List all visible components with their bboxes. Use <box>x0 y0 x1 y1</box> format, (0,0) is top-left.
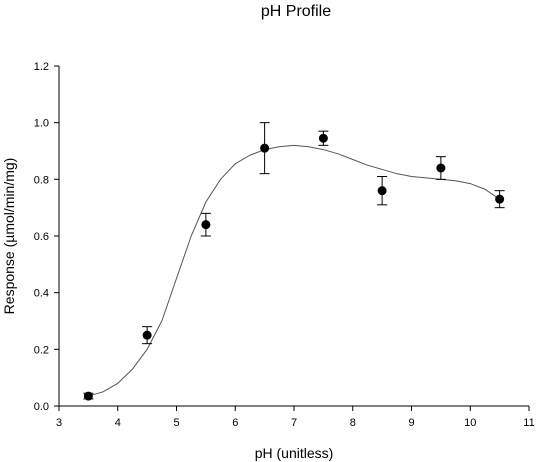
y-tick-label: 0.8 <box>34 174 49 186</box>
y-tick-label: 0.4 <box>34 288 49 300</box>
x-tick-label: 5 <box>173 417 179 429</box>
data-point-group <box>83 391 94 401</box>
axes: 3 4 5 6 7 8 9 10 11 0.0 0.2 0.4 0.6 0.8 1.0 1.2 <box>34 61 535 429</box>
data-point <box>83 391 93 401</box>
y-tick-label: 0.6 <box>34 231 49 243</box>
data-point <box>495 194 505 204</box>
data-point-group <box>435 156 446 180</box>
y-tick-label: 0.2 <box>34 344 49 356</box>
x-tick-label: 10 <box>464 417 476 429</box>
fit-curve-group <box>88 144 500 397</box>
x-tick-label: 7 <box>291 417 297 429</box>
y-tick-label: 1.2 <box>34 61 49 73</box>
data-point <box>260 143 270 153</box>
fit-curve <box>88 144 500 397</box>
x-tick-label: 9 <box>408 417 414 429</box>
y-tick-label: 0.0 <box>34 401 49 413</box>
x-axis-label: pH (unitless) <box>255 445 334 461</box>
data-points-group <box>83 122 505 401</box>
data-point <box>377 186 387 196</box>
x-tick-label: 8 <box>350 417 356 429</box>
data-point-group <box>142 326 153 345</box>
data-point <box>318 133 328 143</box>
data-point <box>436 163 446 173</box>
x-tick-label: 3 <box>56 417 62 429</box>
data-point-group <box>259 122 270 175</box>
x-tick-label: 6 <box>232 417 238 429</box>
y-axis-label: Response (µmol/min/mg) <box>1 158 17 315</box>
x-tick-label: 11 <box>523 417 534 429</box>
data-point-group <box>494 190 505 209</box>
y-tick-label: 1.0 <box>34 118 49 130</box>
chart-title: pH Profile <box>261 3 331 20</box>
data-point <box>201 220 211 230</box>
data-point-group <box>200 212 211 237</box>
data-point <box>142 330 152 340</box>
data-point-group <box>318 130 329 146</box>
data-point-group <box>377 176 388 206</box>
x-tick-label: 4 <box>115 417 121 429</box>
